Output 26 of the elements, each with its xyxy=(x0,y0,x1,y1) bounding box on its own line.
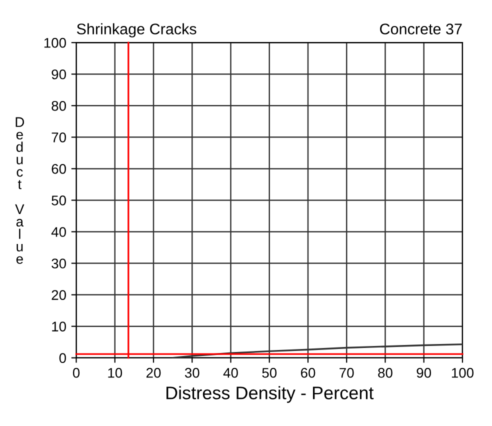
x-tick-label: 100 xyxy=(452,368,474,378)
x-tick-label: 20 xyxy=(146,368,161,378)
x-tick-label: 70 xyxy=(340,368,354,378)
y-tick-label: 100 xyxy=(44,38,66,48)
x-tick-label: 50 xyxy=(262,368,277,378)
chart-subtitle: Concrete 37 xyxy=(380,24,462,34)
x-tick-label: 80 xyxy=(378,368,392,378)
x-tick-label: 30 xyxy=(184,368,200,378)
y-tick-label: 30 xyxy=(52,258,66,268)
y-tick-label: 20 xyxy=(52,290,66,300)
y-tick-label: 50 xyxy=(52,196,66,206)
text: Deduct Value xyxy=(15,117,24,264)
x-tick-label: 90 xyxy=(416,368,432,378)
y-tick-label: 40 xyxy=(51,227,66,237)
y-tick-label: 70 xyxy=(52,132,66,142)
y-tick-label: 10 xyxy=(52,322,66,332)
y-tick-label: 90 xyxy=(52,69,66,80)
x-tick-label: 60 xyxy=(300,368,316,378)
x-tick-label: 0 xyxy=(72,368,80,378)
y-tick-label: 80 xyxy=(52,100,66,111)
y-tick-label: 60 xyxy=(52,164,66,174)
x-tick-label: 40 xyxy=(223,368,238,378)
x-axis-title: Distress Density - Percent xyxy=(166,386,374,403)
x-tick-label: 10 xyxy=(108,368,122,378)
chart-title: Shrinkage Cracks xyxy=(76,23,196,38)
y-tick-label: 0 xyxy=(59,353,66,364)
